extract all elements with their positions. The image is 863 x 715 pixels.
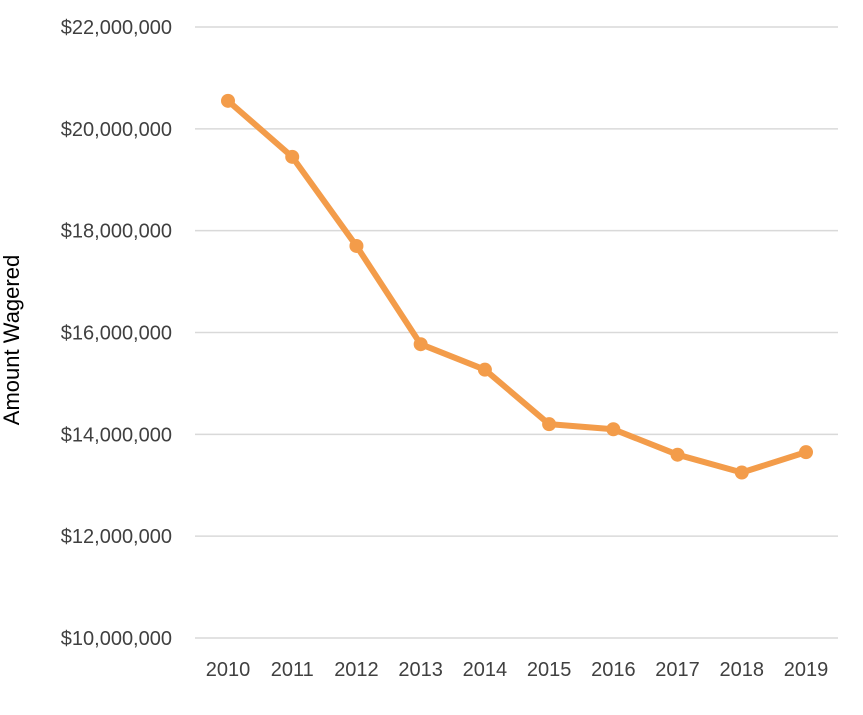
x-tick-label: 2015 xyxy=(527,659,572,681)
data-point xyxy=(799,445,813,460)
data-point xyxy=(542,417,557,432)
data-point xyxy=(349,238,364,253)
series-line xyxy=(225,97,809,476)
x-tick-label: 2016 xyxy=(591,659,636,681)
y-tick-label: $14,000,000 xyxy=(61,424,172,446)
x-tick-label: 2018 xyxy=(720,659,765,681)
x-tick-label: 2014 xyxy=(463,659,508,681)
series-amount-wagered xyxy=(221,93,813,480)
data-point xyxy=(221,93,235,108)
y-tick-label: $16,000,000 xyxy=(61,323,172,345)
y-tick-label: $12,000,000 xyxy=(61,526,172,548)
data-point xyxy=(734,465,749,480)
data-point xyxy=(606,422,621,437)
y-axis-label: Amount Wagered xyxy=(0,255,24,425)
x-tick-label: 2010 xyxy=(206,659,251,681)
x-tick-label: 2012 xyxy=(334,659,379,681)
data-point xyxy=(413,337,428,352)
y-tick-label: $20,000,000 xyxy=(61,119,172,141)
y-axis-ticks: $10,000,000 $12,000,000 $14,000,000 $16,000… xyxy=(61,17,172,650)
x-tick-label: 2019 xyxy=(784,659,829,681)
data-point xyxy=(670,447,685,462)
x-axis-ticks: 2010 2011 2012 2013 2014 2015 2016 2017 2018 2019 xyxy=(206,659,829,681)
x-tick-label: 2017 xyxy=(655,659,700,681)
y-tick-label: $22,000,000 xyxy=(61,17,172,39)
y-tick-label: $10,000,000 xyxy=(61,628,172,650)
x-tick-label: 2011 xyxy=(271,659,314,681)
data-point xyxy=(477,362,492,377)
gridlines xyxy=(195,26,838,639)
x-tick-label: 2013 xyxy=(398,659,443,681)
y-tick-label: $18,000,000 xyxy=(61,221,172,243)
data-point xyxy=(285,149,300,164)
